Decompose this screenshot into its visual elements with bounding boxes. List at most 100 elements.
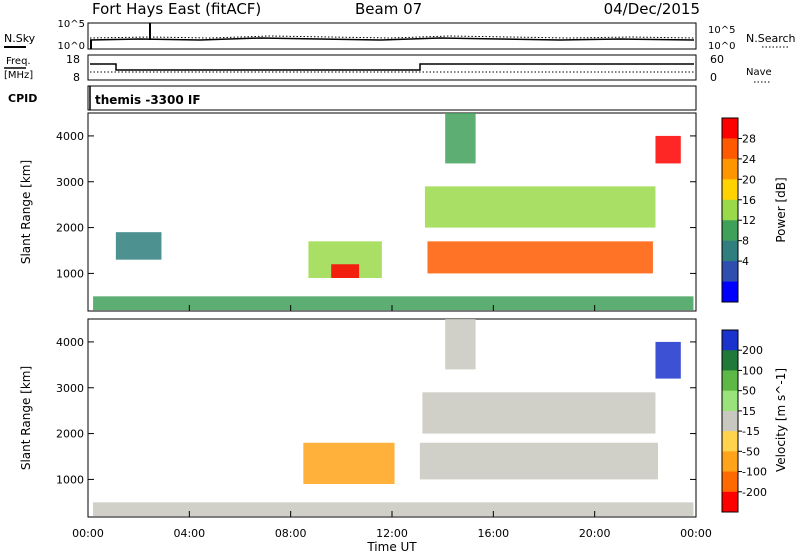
velocity-colorbar-cell	[722, 471, 738, 493]
freq-left-tick-bottom: 8	[73, 71, 80, 84]
freq-panel: Freq. [MHz] 18 8 60 0 Nave	[4, 53, 772, 84]
freq-left-tick-top: 18	[66, 53, 80, 66]
velocity-colorbar-ticks: 200 100 50 15 -15 -50 -100 -200	[738, 344, 767, 499]
power-y-ticks: 1000 2000 3000 4000	[56, 130, 696, 280]
velocity-colorbar-tick-label: -200	[742, 486, 767, 499]
power-colorbar-ticks: 28 24 20 16 12 8 4	[738, 132, 756, 268]
power-colorbar-cell	[722, 281, 738, 303]
freq-label-line2: [MHz]	[4, 70, 33, 81]
power-region	[424, 186, 656, 228]
power-colorbar-cell	[722, 220, 738, 242]
velocity-colorbar-tick-label: -100	[742, 466, 767, 479]
x-tick-label: 16:00	[477, 527, 509, 540]
power-colorbar-cell	[722, 118, 738, 139]
noise-panel: N.Sky 10^5 10^0 10^5 10^0 N.Search	[4, 19, 796, 52]
noise-left-label: N.Sky	[4, 32, 36, 45]
velocity-y-axis-label: Slant Range [km]	[19, 366, 33, 470]
noise-left-tick-bottom: 10^0	[58, 41, 85, 52]
x-tick-label: 08:00	[275, 527, 307, 540]
noise-right-tick-bottom: 10^0	[708, 41, 735, 52]
x-tick-label: 20:00	[579, 527, 611, 540]
velocity-region	[422, 392, 656, 434]
power-y-tick-label: 2000	[56, 222, 84, 235]
velocity-region	[93, 502, 694, 517]
power-panel: 1000 2000 3000 4000 Slant Range [km]	[19, 112, 697, 312]
date-title: 04/Dec/2015	[604, 0, 700, 18]
velocity-colorbar-cell	[722, 491, 738, 513]
power-colorbar-cell	[722, 199, 738, 221]
cpid-value: themis -3300 IF	[95, 93, 201, 107]
velocity-colorbar-tick-label: -50	[742, 445, 760, 458]
velocity-colorbar-tick-label: 15	[742, 405, 756, 418]
velocity-colorbar-cells	[722, 330, 738, 513]
velocity-colorbar-tick-label: 200	[742, 344, 763, 357]
freq-right-tick-bottom: 0	[710, 71, 717, 84]
velocity-panel: 1000 2000 3000 4000 Slant Range [km]	[19, 318, 697, 518]
x-tick-label: 00:00	[72, 527, 104, 540]
velocity-colorbar-label: Velocity [m s^-1]	[774, 368, 788, 472]
beam-title: Beam 07	[355, 0, 422, 18]
velocity-colorbar: 200 100 50 15 -15 -50 -100 -200 Velocity [m s^-…	[721, 329, 788, 513]
power-colorbar-tick-label: 12	[742, 214, 756, 227]
power-region	[93, 296, 694, 311]
power-y-tick-label: 4000	[56, 130, 84, 143]
power-colorbar-cell	[722, 158, 738, 180]
x-ticks: 00:00 04:00 08:00 12:00 16:00 20:00 00:00	[72, 305, 712, 540]
velocity-colorbar-tick-label: 100	[742, 364, 763, 377]
cpid-panel: CPID themis -3300 IF	[8, 85, 697, 111]
velocity-y-tick-label: 3000	[56, 382, 84, 395]
power-colorbar-label: Power [dB]	[774, 177, 788, 242]
x-axis-label: Time UT	[366, 540, 417, 554]
power-colorbar-cell	[722, 179, 738, 201]
velocity-colorbar-tick-label: 50	[742, 385, 756, 398]
x-tick-label: 12:00	[376, 527, 408, 540]
power-region	[115, 232, 162, 260]
velocity-y-tick-label: 1000	[56, 473, 84, 486]
nave-label: Nave	[746, 67, 772, 78]
velocity-y-ticks: 1000 2000 3000 4000	[56, 336, 696, 486]
power-colorbar-cells	[722, 118, 738, 303]
power-y-tick-label: 1000	[56, 267, 84, 280]
velocity-colorbar-tick-label: -15	[742, 425, 760, 438]
velocity-data-regions	[93, 319, 694, 517]
power-colorbar-tick-label: 8	[742, 235, 749, 248]
velocity-colorbar-cell	[722, 370, 738, 392]
velocity-region	[419, 442, 658, 480]
power-region	[331, 264, 360, 278]
power-colorbar-cell	[722, 261, 738, 283]
power-region	[445, 113, 476, 164]
power-region	[655, 135, 681, 164]
noise-left-tick-top: 10^5	[58, 19, 85, 30]
power-y-axis-label: Slant Range [km]	[19, 160, 33, 264]
velocity-y-tick-label: 2000	[56, 428, 84, 441]
power-y-tick-label: 3000	[56, 176, 84, 189]
power-colorbar: 28 24 20 16 12 8 4 Power [dB]	[721, 117, 788, 303]
power-colorbar-cell	[722, 138, 738, 160]
x-tick-label: 00:00	[680, 527, 712, 540]
power-colorbar-tick-label: 28	[742, 132, 756, 145]
velocity-colorbar-cell	[722, 390, 738, 412]
power-colorbar-tick-label: 4	[742, 255, 749, 268]
velocity-region	[303, 442, 395, 484]
power-colorbar-tick-label: 20	[742, 173, 756, 186]
freq-right-tick-top: 60	[710, 53, 724, 66]
power-region	[427, 241, 653, 274]
velocity-colorbar-cell	[722, 350, 738, 371]
x-tick-label: 04:00	[173, 527, 205, 540]
velocity-colorbar-cell	[722, 431, 738, 452]
power-colorbar-tick-label: 24	[742, 153, 756, 166]
noise-right-tick-top: 10^5	[708, 25, 735, 36]
power-data-regions	[93, 113, 694, 311]
noise-right-label: N.Search	[746, 32, 796, 45]
power-colorbar-cell	[722, 240, 738, 262]
station-title: Fort Hays East (fitACF)	[92, 0, 261, 18]
velocity-y-tick-label: 4000	[56, 336, 84, 349]
velocity-region	[655, 341, 681, 379]
velocity-region	[445, 319, 476, 370]
velocity-colorbar-cell	[722, 451, 738, 473]
velocity-colorbar-cell	[722, 330, 738, 351]
power-colorbar-tick-label: 16	[742, 194, 756, 207]
freq-label-line1: Freq.	[6, 56, 31, 67]
